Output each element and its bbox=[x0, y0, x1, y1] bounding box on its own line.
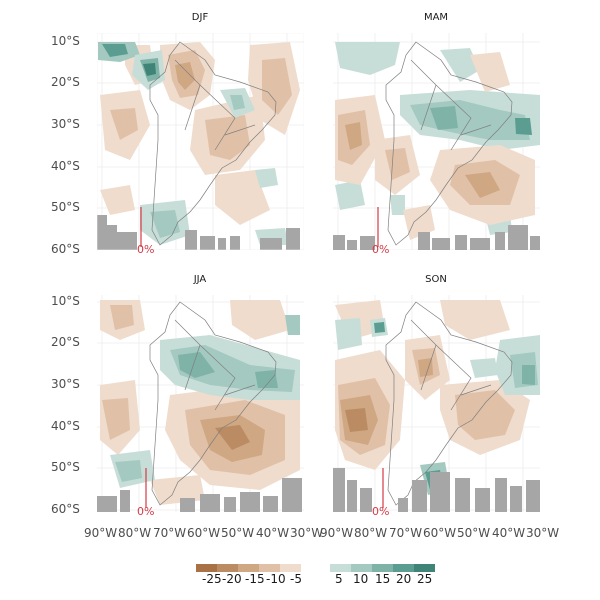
legend-negative-swatch bbox=[217, 564, 238, 572]
panel-son bbox=[333, 295, 540, 512]
panel-title-jja: JJA bbox=[193, 274, 207, 285]
lon-tick: 90°W bbox=[84, 526, 118, 540]
lon-tick: 60°W bbox=[187, 526, 221, 540]
lon-tick: 40°W bbox=[256, 526, 290, 540]
legend-positive-swatch bbox=[351, 564, 372, 572]
lon-tick: 60°W bbox=[423, 526, 457, 540]
legend-negative-swatch bbox=[196, 564, 217, 572]
lon-tick: 30°W bbox=[526, 526, 560, 540]
lat-tick: 50°S bbox=[51, 460, 80, 474]
lat-tick: 60°S bbox=[51, 242, 80, 256]
legend-positive-swatch bbox=[372, 564, 393, 572]
panel-title-son: SON bbox=[425, 274, 447, 285]
legend-positive-swatch bbox=[393, 564, 414, 572]
legend-negative-swatch bbox=[259, 564, 280, 572]
gauge-label-jja: 0% bbox=[137, 505, 155, 518]
negative-anomaly-contours bbox=[335, 52, 535, 240]
panel-title-djf: DJF bbox=[191, 12, 209, 23]
color-legend bbox=[196, 564, 435, 572]
lat-tick: 40°S bbox=[51, 419, 80, 433]
panel-jja bbox=[97, 295, 304, 512]
legend-label-neg: -20 bbox=[222, 572, 242, 586]
lon-tick: 80°W bbox=[118, 526, 152, 540]
lat-tick: 30°S bbox=[51, 377, 80, 391]
legend-positive-swatch bbox=[330, 564, 351, 572]
legend-label-pos: 5 bbox=[335, 572, 343, 586]
lon-tick: 30°W bbox=[290, 526, 324, 540]
lon-tick: 50°W bbox=[221, 526, 255, 540]
panel-djf bbox=[97, 33, 304, 250]
legend-label-pos: 25 bbox=[417, 572, 433, 586]
gauge-label-djf: 0% bbox=[137, 243, 155, 256]
legend-label-pos: 15 bbox=[375, 572, 391, 586]
lat-tick: 50°S bbox=[51, 200, 80, 214]
lon-tick: 90°W bbox=[320, 526, 354, 540]
legend-label-neg: -5 bbox=[290, 572, 302, 586]
legend-label-pos: 20 bbox=[396, 572, 412, 586]
land-outline bbox=[149, 41, 277, 246]
legend-label-pos: 10 bbox=[353, 572, 369, 586]
gauge-label-son: 0% bbox=[372, 505, 390, 518]
negative-anomaly-contours bbox=[100, 300, 300, 505]
legend-label-neg: -25 bbox=[202, 572, 222, 586]
legend-positive-swatch bbox=[414, 564, 435, 572]
lat-tick: 20°S bbox=[51, 75, 80, 89]
lat-tick: 30°S bbox=[51, 117, 80, 131]
gauge-label-mam: 0% bbox=[372, 243, 390, 256]
legend-label-neg: -15 bbox=[245, 572, 265, 586]
lat-tick: 20°S bbox=[51, 335, 80, 349]
lon-tick: 70°W bbox=[389, 526, 423, 540]
lon-tick: 50°W bbox=[457, 526, 491, 540]
lon-tick: 70°W bbox=[153, 526, 187, 540]
lon-tick: 40°W bbox=[492, 526, 526, 540]
legend-negative-swatch bbox=[280, 564, 301, 572]
lat-tick: 40°S bbox=[51, 159, 80, 173]
lat-tick: 10°S bbox=[51, 294, 80, 308]
legend-negative-swatch bbox=[238, 564, 259, 572]
panel-title-mam: MAM bbox=[423, 12, 449, 23]
lat-tick: 60°S bbox=[51, 502, 80, 516]
positive-anomaly-contours bbox=[98, 42, 288, 245]
panel-mam bbox=[333, 33, 540, 250]
masked-cells bbox=[97, 215, 300, 250]
legend-label-neg: -10 bbox=[266, 572, 286, 586]
lon-tick: 80°W bbox=[354, 526, 388, 540]
lat-tick: 10°S bbox=[51, 34, 80, 48]
